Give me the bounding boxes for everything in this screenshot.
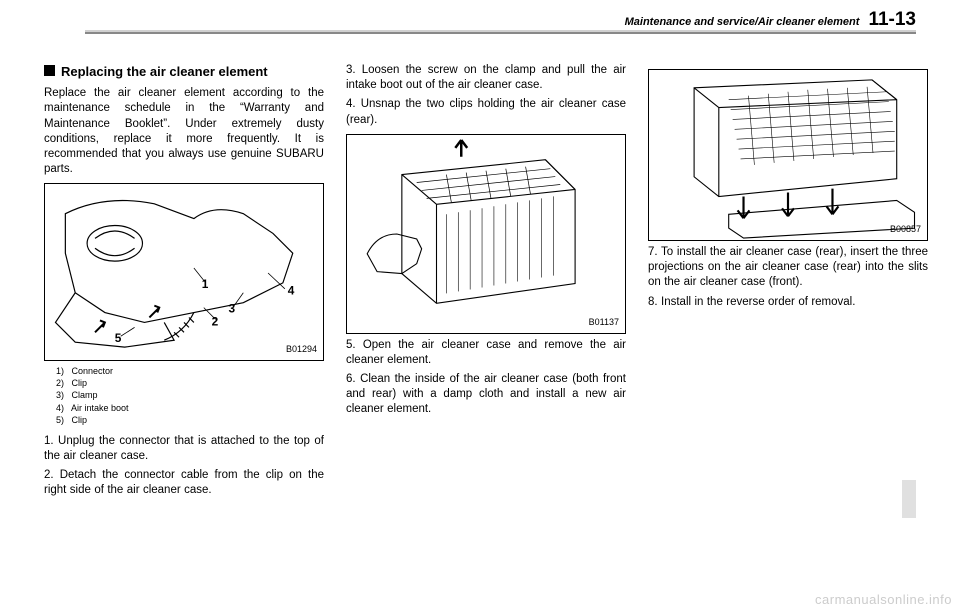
step-5: 5. Open the air cleaner case and remove …: [346, 338, 626, 368]
callout-5: 5: [115, 331, 122, 345]
legend-4: 4) Air intake boot: [56, 402, 324, 414]
step-1: 1. Unplug the connector that is attached…: [44, 434, 324, 464]
section-title-text: Replacing the air cleaner element: [61, 63, 268, 80]
figure-2: B01137: [346, 134, 626, 334]
legend-2: 2) Clip: [56, 377, 324, 389]
figure-3: B00857: [648, 69, 928, 241]
step-6: 6. Clean the inside of the air cleaner c…: [346, 372, 626, 418]
section-title: Replacing the air cleaner element: [44, 63, 324, 80]
step-2: 2. Detach the connector cable from the c…: [44, 468, 324, 498]
callout-4: 4: [288, 284, 295, 298]
figure-1: 1 2 3 4 5 B01294: [44, 183, 324, 361]
legend-3: 3) Clamp: [56, 389, 324, 401]
page-number: 11-13: [868, 9, 916, 30]
figure-3-id: B00857: [890, 224, 921, 236]
figure-3-svg: [649, 70, 927, 240]
step-8: 8. Install in the reverse order of remov…: [648, 295, 928, 310]
column-2: 3. Loosen the screw on the clamp and pul…: [346, 63, 626, 503]
step-4: 4. Unsnap the two clips holding the air …: [346, 97, 626, 127]
legend-1: 1) Connector: [56, 365, 324, 377]
breadcrumb: Maintenance and service/Air cleaner elem…: [625, 16, 860, 28]
column-1: Replacing the air cleaner element Replac…: [44, 63, 324, 503]
legend-5: 5) Clip: [56, 414, 324, 426]
column-3: B00857 7. To install the air cleaner cas…: [648, 63, 928, 503]
figure-1-svg: 1 2 3 4 5: [45, 184, 323, 360]
figure-2-svg: [347, 135, 625, 333]
figure-1-id: B01294: [286, 344, 317, 356]
step-7: 7. To install the air cleaner case (rear…: [648, 245, 928, 291]
side-tab: [902, 480, 916, 518]
header: Maintenance and service/Air cleaner elem…: [625, 9, 916, 31]
intro-paragraph: Replace the air cleaner element accordin…: [44, 86, 324, 177]
step-3: 3. Loosen the screw on the clamp and pul…: [346, 63, 626, 93]
watermark: carmanualsonline.info: [815, 592, 952, 607]
content-columns: Replacing the air cleaner element Replac…: [44, 18, 916, 503]
bullet-square-icon: [44, 65, 55, 76]
callout-3: 3: [228, 302, 235, 316]
figure-1-legend: 1) Connector 2) Clip 3) Clamp 4) Air int…: [56, 365, 324, 426]
figure-2-id: B01137: [589, 317, 619, 329]
